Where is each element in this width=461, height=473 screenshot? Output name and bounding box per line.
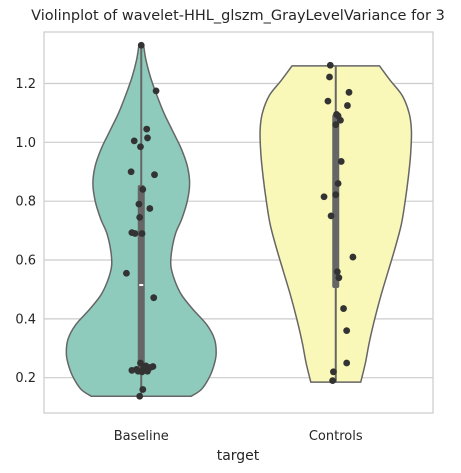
x-tick-label: Baseline <box>114 429 169 444</box>
y-tick-label: 0.8 <box>15 195 36 210</box>
data-point-controls <box>330 368 337 376</box>
y-tick-label: 0.6 <box>15 254 36 269</box>
data-point-controls <box>337 116 344 124</box>
y-tick-label: 0.2 <box>15 371 36 386</box>
data-point-controls <box>335 274 343 282</box>
data-point-baseline <box>144 367 151 375</box>
data-point-baseline <box>138 368 146 376</box>
data-point-baseline <box>137 143 144 151</box>
data-point-controls <box>343 359 351 367</box>
data-point-baseline <box>139 386 147 393</box>
data-point-baseline <box>144 134 151 142</box>
data-point-controls <box>320 193 328 201</box>
data-point-controls <box>343 327 351 335</box>
tick-layer: 0.2 0.4 0.6 0.8 1.0 1.2 Baseline Controls <box>15 77 363 444</box>
data-point-controls <box>333 268 341 276</box>
data-point-controls <box>337 158 345 165</box>
data-point-controls <box>332 191 340 199</box>
data-point-controls <box>326 73 333 81</box>
data-point-baseline <box>137 359 144 367</box>
point-layer <box>123 41 357 400</box>
data-point-baseline <box>146 205 154 212</box>
data-point-baseline <box>131 230 139 237</box>
data-point-baseline <box>135 200 143 208</box>
data-point-baseline <box>151 171 158 179</box>
data-point-baseline <box>150 294 158 302</box>
data-point-baseline <box>143 125 151 133</box>
data-point-baseline <box>136 213 144 221</box>
median-marker-baseline <box>139 284 144 287</box>
x-tick-label: Controls <box>309 429 363 444</box>
data-point-controls <box>324 97 332 105</box>
data-point-baseline <box>152 87 160 95</box>
data-point-baseline <box>130 137 138 145</box>
chart-title: Violinplot of wavelet-HHL_glszm_GrayLeve… <box>31 8 445 24</box>
data-point-controls <box>349 253 357 261</box>
y-tick-label: 1.0 <box>15 136 36 151</box>
iqr-box-controls <box>332 114 340 288</box>
x-axis-label: target <box>217 448 260 464</box>
data-point-controls <box>345 88 353 96</box>
data-point-baseline <box>123 269 130 277</box>
data-point-controls <box>344 102 351 109</box>
data-point-controls <box>329 377 337 385</box>
data-point-controls <box>332 121 340 129</box>
data-point-controls <box>334 180 342 187</box>
data-point-baseline <box>127 168 135 176</box>
data-point-baseline <box>138 230 146 237</box>
data-point-baseline <box>139 186 147 193</box>
data-point-baseline <box>136 392 144 400</box>
plot-frame <box>43 31 434 414</box>
y-tick-label: 1.2 <box>15 77 36 92</box>
data-point-controls <box>326 61 334 69</box>
data-point-controls <box>327 212 335 220</box>
data-point-baseline <box>128 366 136 374</box>
iqr-box-baseline <box>137 184 145 369</box>
data-point-baseline <box>137 41 145 49</box>
y-tick-label: 0.4 <box>15 312 36 327</box>
data-point-controls <box>340 305 347 312</box>
